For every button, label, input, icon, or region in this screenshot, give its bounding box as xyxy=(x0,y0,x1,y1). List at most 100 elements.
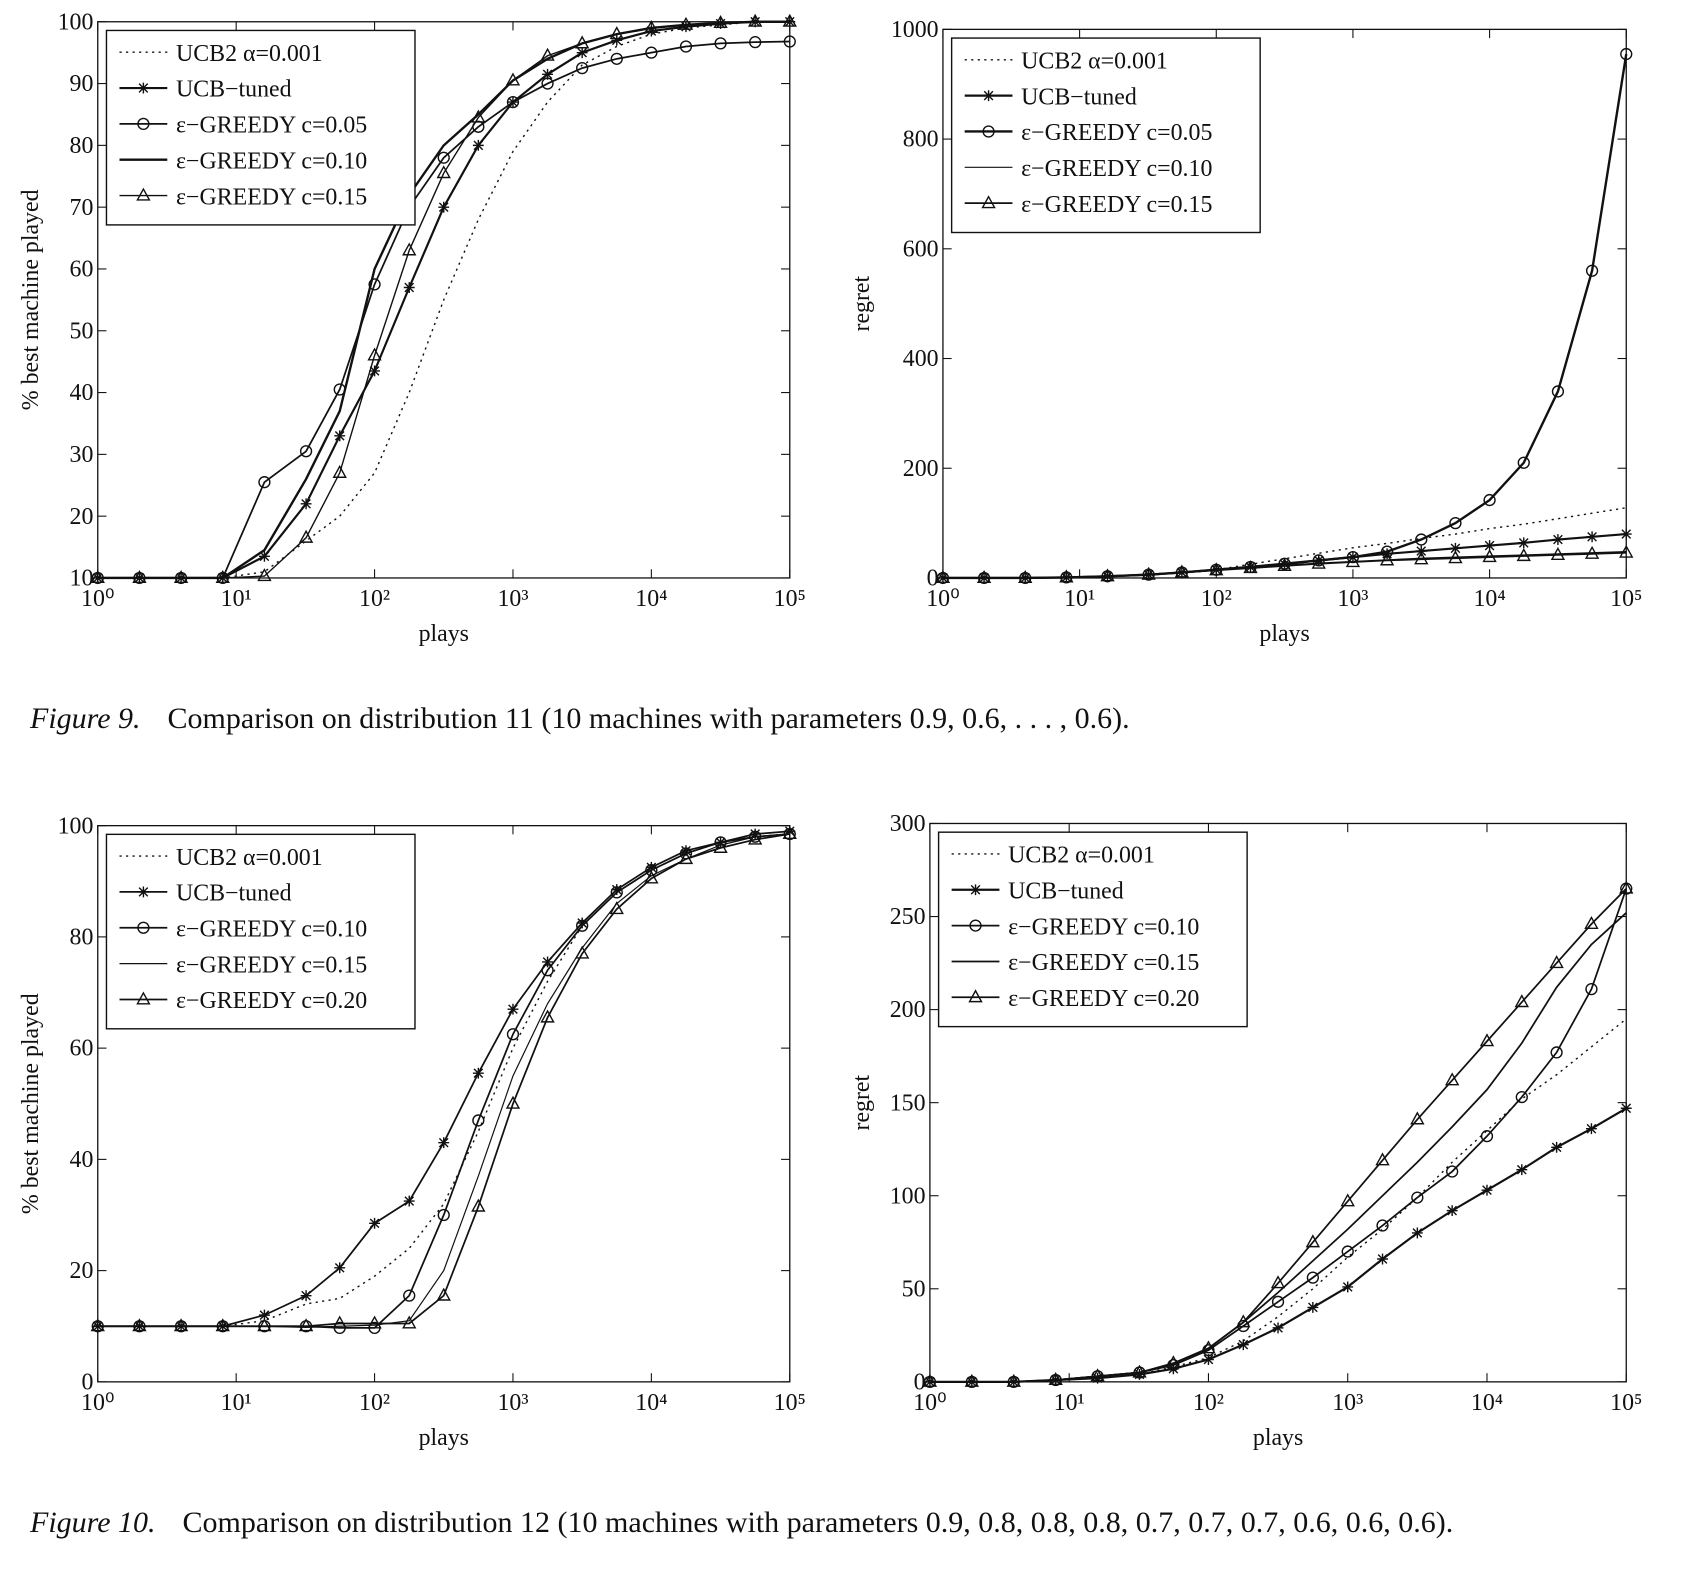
marker xyxy=(1481,1184,1493,1196)
marker xyxy=(922,1373,938,1387)
marker xyxy=(713,839,728,853)
marker xyxy=(1516,548,1531,562)
y-tick-label: 50 xyxy=(902,1276,926,1302)
marker xyxy=(1550,1046,1563,1059)
marker xyxy=(982,125,995,138)
marker xyxy=(137,921,150,934)
marker xyxy=(1484,540,1496,552)
x-tick-label: 10⁰ xyxy=(913,1390,946,1416)
marker xyxy=(368,278,381,291)
plot-frame xyxy=(942,28,1627,579)
caption-label: Figure 9. xyxy=(30,702,141,735)
marker xyxy=(1584,916,1599,930)
legend-label: UCB−tuned xyxy=(176,77,292,103)
marker xyxy=(257,568,272,582)
marker xyxy=(1411,1191,1424,1204)
y-axis-label: regret xyxy=(849,275,875,331)
caption: Figure 10. Comparison on distribution 12 … xyxy=(30,1500,1626,1546)
marker xyxy=(645,861,657,873)
marker xyxy=(299,445,313,458)
marker xyxy=(1449,542,1461,554)
x-tick-label: 10³ xyxy=(497,1390,528,1416)
x-axis-label: plays xyxy=(419,1425,469,1451)
x-tick-label: 10¹ xyxy=(1054,1390,1085,1416)
x-tick-label: 10² xyxy=(359,1390,390,1416)
marker xyxy=(90,569,105,584)
marker xyxy=(505,72,521,86)
marker xyxy=(506,95,520,109)
y-tick-label: 150 xyxy=(890,1090,926,1116)
legend-label: UCB2 α=0.001 xyxy=(1008,843,1155,869)
marker xyxy=(300,1290,312,1302)
marker xyxy=(1414,551,1429,565)
marker xyxy=(541,964,554,977)
caption-text: Comparison on distribution 11 (10 machin… xyxy=(167,702,1130,735)
marker xyxy=(1132,1364,1147,1378)
x-tick-label: 10² xyxy=(1193,1390,1224,1416)
marker xyxy=(610,886,623,899)
marker xyxy=(173,1318,189,1332)
y-tick-label: 0 xyxy=(927,566,939,592)
marker xyxy=(438,1137,450,1149)
marker xyxy=(1243,560,1258,574)
marker xyxy=(1306,1271,1319,1284)
series-line xyxy=(929,888,1627,1383)
series-line xyxy=(97,21,790,579)
marker xyxy=(1092,1372,1104,1384)
marker xyxy=(678,16,694,30)
legend-label: ε−GREEDY c=0.05 xyxy=(176,113,367,139)
caption-text: Comparison on distribution 12 (10 machin… xyxy=(182,1506,1454,1539)
marker xyxy=(1006,1373,1021,1387)
marker xyxy=(782,826,797,840)
y-axis-label: regret xyxy=(849,1074,875,1130)
marker xyxy=(574,945,590,959)
marker xyxy=(332,1315,347,1329)
y-tick-label: 30 xyxy=(70,442,94,468)
x-tick-label: 10⁰ xyxy=(81,586,114,612)
caption-label: Figure 10. xyxy=(30,1506,156,1539)
legend-box xyxy=(950,37,1261,234)
marker xyxy=(1446,1205,1458,1217)
marker xyxy=(132,569,147,584)
marker xyxy=(1311,555,1326,569)
marker xyxy=(472,1067,484,1079)
x-tick-label: 10⁰ xyxy=(926,586,959,612)
marker xyxy=(576,61,589,75)
marker xyxy=(1203,1354,1214,1365)
marker xyxy=(540,1009,555,1023)
legend-label: UCB−tuned xyxy=(176,881,292,907)
marker xyxy=(1059,569,1074,583)
marker xyxy=(1141,566,1156,580)
plot-frame xyxy=(97,824,791,1383)
x-tick-label: 10³ xyxy=(1337,586,1368,612)
marker xyxy=(173,569,189,584)
marker xyxy=(1167,1363,1179,1375)
marker xyxy=(611,884,623,896)
marker xyxy=(611,34,623,46)
y-tick-label: 20 xyxy=(70,1258,94,1284)
legend-label: ε−GREEDY c=0.15 xyxy=(1021,192,1212,218)
marker xyxy=(678,851,694,865)
marker xyxy=(983,90,995,102)
y-tick-label: 20 xyxy=(70,504,94,530)
marker xyxy=(1552,534,1564,545)
y-tick-label: 10 xyxy=(70,566,94,592)
legend-label: UCB2 α=0.001 xyxy=(176,41,323,67)
marker xyxy=(436,165,451,179)
x-tick-label: 10² xyxy=(359,586,390,612)
y-tick-label: 200 xyxy=(903,456,939,482)
marker xyxy=(1479,1033,1495,1047)
series-line xyxy=(942,507,1627,579)
marker xyxy=(783,35,796,48)
x-tick-label: 10² xyxy=(1201,586,1232,612)
marker xyxy=(749,36,762,49)
legend-label: UCB−tuned xyxy=(1021,84,1137,110)
x-tick-label: 10⁵ xyxy=(774,1390,806,1416)
marker xyxy=(1444,1072,1460,1086)
y-tick-label: 60 xyxy=(70,1036,94,1062)
marker xyxy=(1277,557,1292,571)
marker xyxy=(748,831,763,845)
y-tick-label: 0 xyxy=(914,1369,926,1395)
marker xyxy=(1551,1141,1563,1153)
legend-box xyxy=(105,833,416,1030)
